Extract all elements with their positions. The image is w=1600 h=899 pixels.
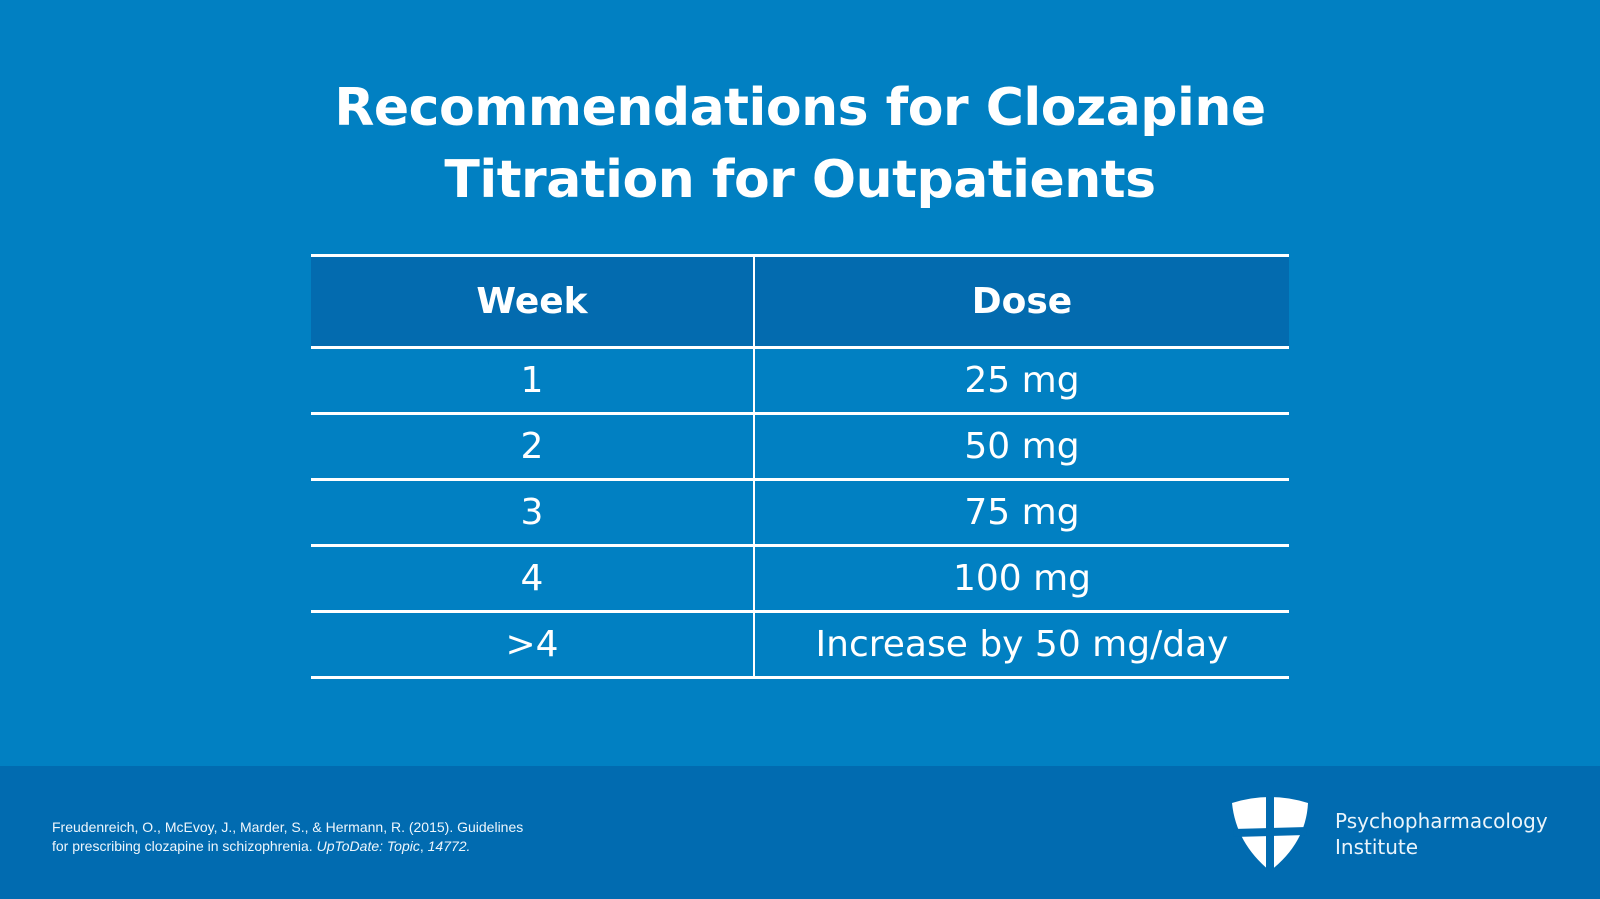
week-cell: 3 xyxy=(311,478,755,547)
brand-line-2: Institute xyxy=(1335,835,1419,859)
table-row: 3 75 mg xyxy=(311,478,1289,547)
week-cell: >4 xyxy=(311,610,755,679)
table-row: 1 25 mg xyxy=(311,346,1289,415)
citation: Freudenreich, O., McEvoy, J., Marder, S.… xyxy=(52,818,523,856)
dose-cell: 100 mg xyxy=(754,544,1289,613)
footer-band: Freudenreich, O., McEvoy, J., Marder, S.… xyxy=(0,766,1600,899)
column-header-dose: Dose xyxy=(754,254,1289,349)
week-cell: 2 xyxy=(311,412,755,481)
dose-cell: 50 mg xyxy=(754,412,1289,481)
citation-journal: UpToDate: Topic xyxy=(316,838,420,854)
week-cell: 1 xyxy=(311,346,755,415)
week-cell: 4 xyxy=(311,544,755,613)
citation-text: for prescribing clozapine in schizophren… xyxy=(52,838,317,854)
dose-cell: 75 mg xyxy=(754,478,1289,547)
table-row: >4 Increase by 50 mg/day xyxy=(311,610,1289,679)
title-line-2: Titration for Outpatients xyxy=(444,150,1156,210)
dose-cell: Increase by 50 mg/day xyxy=(754,610,1289,679)
citation-line-1: Freudenreich, O., McEvoy, J., Marder, S.… xyxy=(52,819,524,835)
dose-cell: 25 mg xyxy=(754,346,1289,415)
brand-name: Psychopharmacology Institute xyxy=(1335,808,1548,860)
brand-line-1: Psychopharmacology xyxy=(1335,809,1548,833)
column-header-week: Week xyxy=(311,254,755,349)
title-line-1: Recommendations for Clozapine xyxy=(334,78,1266,138)
table-row: 2 50 mg xyxy=(311,412,1289,481)
shield-cross-icon xyxy=(1232,795,1308,872)
table-header-row: Week Dose xyxy=(311,254,1289,349)
citation-topic-number: 14772. xyxy=(427,838,471,854)
slide-title: Recommendations for Clozapine Titration … xyxy=(0,72,1600,216)
citation-line-2: for prescribing clozapine in schizophren… xyxy=(52,837,523,856)
titration-table: Week Dose 1 25 mg 2 50 mg 3 75 mg 4 100 … xyxy=(311,254,1289,679)
citation-separator: , xyxy=(419,838,428,854)
table-row: 4 100 mg xyxy=(311,544,1289,613)
